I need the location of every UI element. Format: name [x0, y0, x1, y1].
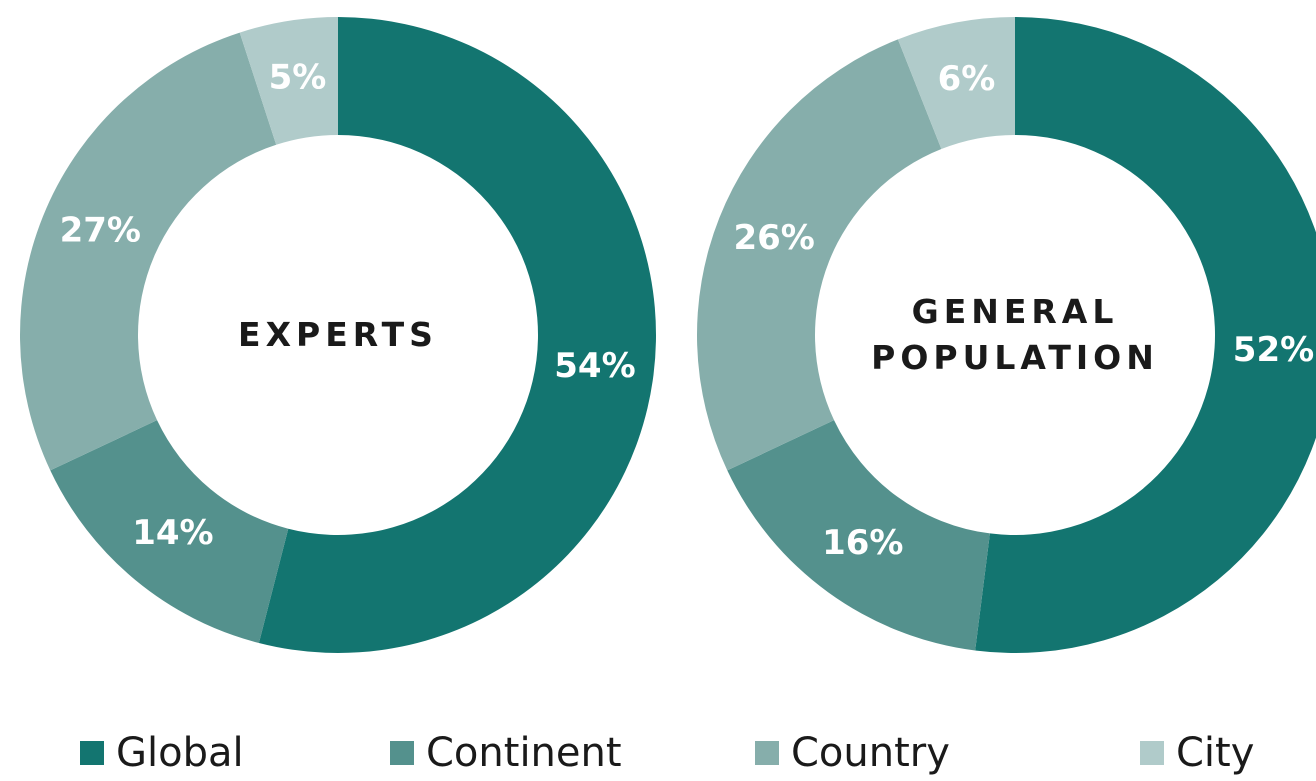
legend-label: City	[1176, 730, 1255, 776]
legend-swatch	[390, 741, 414, 765]
legend-label: Continent	[426, 730, 622, 776]
legend-item: Continent	[390, 730, 622, 776]
slice-label: 5%	[269, 58, 327, 98]
donut-slice	[727, 420, 990, 651]
slice-label: 54%	[554, 346, 635, 386]
donut-slice	[19, 32, 277, 471]
slice-label: 16%	[822, 523, 903, 563]
legend-label: Country	[791, 730, 950, 776]
donut-slice	[975, 17, 1316, 653]
legend-item: City	[1140, 730, 1254, 776]
legend-swatch	[80, 741, 104, 765]
legend-swatch	[1140, 741, 1164, 765]
legend-label: Global	[116, 730, 244, 776]
center-title: EXPERTS	[238, 315, 438, 354]
slice-label: 14%	[132, 513, 213, 553]
donut-slice	[239, 17, 338, 145]
slice-label: 52%	[1233, 330, 1314, 370]
legend-item: Country	[755, 730, 950, 776]
donut-slice	[50, 420, 289, 644]
slice-label: 27%	[60, 211, 141, 251]
center-title: GENERAL POPULATION	[871, 292, 1159, 377]
slice-label: 6%	[938, 59, 996, 99]
slice-label: 26%	[733, 218, 814, 258]
donut-slice	[696, 39, 942, 471]
legend-item: Global	[80, 730, 244, 776]
donut-slice	[258, 17, 657, 653]
donut-slice	[897, 17, 1015, 150]
legend-swatch	[755, 741, 779, 765]
